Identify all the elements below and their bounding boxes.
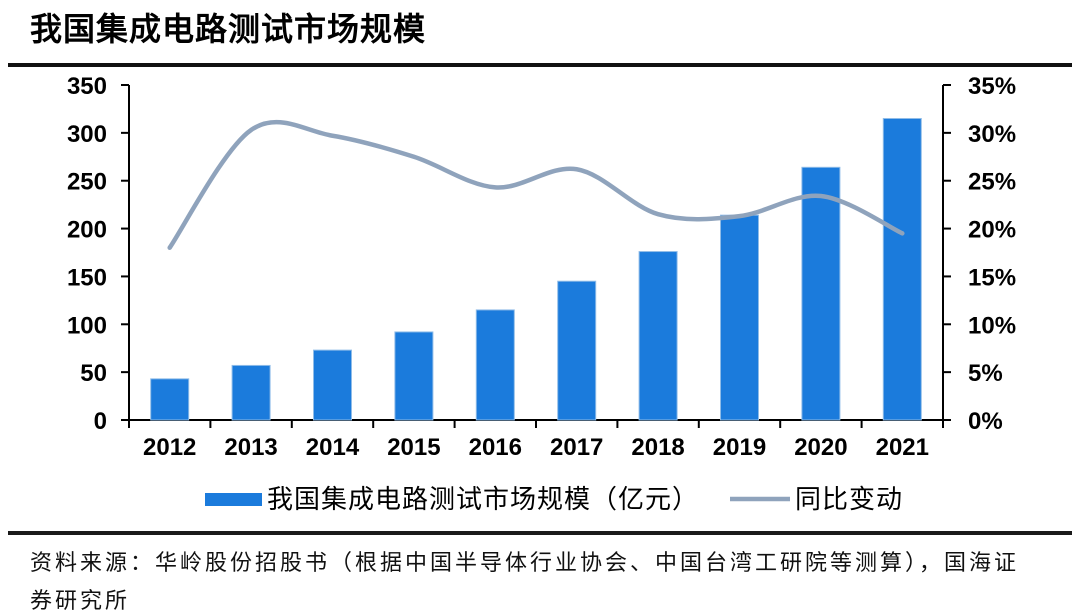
bar-2020 xyxy=(801,166,841,421)
x-tick-label-2021: 2021 xyxy=(876,434,929,461)
bar-2016 xyxy=(475,309,515,421)
x-tick-label-2019: 2019 xyxy=(713,434,766,461)
source-note: 资料来源：华岭股份招股书（根据中国半导体行业协会、中国台湾工研院等测算），国海证… xyxy=(30,544,1060,616)
title-divider xyxy=(8,63,1072,67)
y-left-tick-label: 300 xyxy=(67,121,107,148)
y-right-tick-label: 25% xyxy=(968,169,1016,196)
source-line-1: 资料来源：华岭股份招股书（根据中国半导体行业协会、中国台湾工研院等测算），国海证 xyxy=(30,550,1020,575)
bar-2021 xyxy=(882,118,922,421)
y-right-tick-label: 20% xyxy=(968,217,1016,244)
bar-2018 xyxy=(638,251,678,421)
legend-bar-swatch xyxy=(205,493,262,506)
x-tick-label-2020: 2020 xyxy=(794,434,847,461)
bar-2013 xyxy=(231,364,271,421)
y-right-tick-label: 0% xyxy=(968,408,1003,435)
x-tick-label-2013: 2013 xyxy=(224,434,277,461)
y-right-tick-label: 10% xyxy=(968,312,1016,339)
source-line-2: 券研究所 xyxy=(30,588,131,613)
x-tick-label-2018: 2018 xyxy=(631,434,684,461)
y-right-tick-label: 35% xyxy=(968,73,1016,100)
legend-bar-label: 我国集成电路测试市场规模（亿元） xyxy=(267,485,699,514)
y-left-tick-label: 50 xyxy=(80,360,107,387)
legend-line-label: 同比变动 xyxy=(795,485,903,514)
x-tick-label-2015: 2015 xyxy=(387,434,440,461)
x-tick-label-2017: 2017 xyxy=(550,434,603,461)
bar-2012 xyxy=(150,378,190,421)
y-right-tick-label: 5% xyxy=(968,360,1003,387)
bar-2017 xyxy=(557,280,597,421)
x-tick-label-2012: 2012 xyxy=(143,434,196,461)
x-tick-label-2014: 2014 xyxy=(306,434,360,461)
x-tick-label-2016: 2016 xyxy=(469,434,522,461)
y-left-tick-label: 100 xyxy=(67,312,107,339)
y-left-tick-label: 150 xyxy=(67,264,107,291)
y-right-tick-label: 30% xyxy=(968,121,1016,148)
y-left-tick-label: 250 xyxy=(67,169,107,196)
source-divider xyxy=(8,531,1072,535)
bar-2019 xyxy=(720,214,759,421)
y-left-tick-label: 200 xyxy=(67,217,107,244)
bar-2015 xyxy=(394,331,434,421)
figure-title: 我国集成电路测试市场规模 xyxy=(30,11,427,47)
market-size-combo-chart: 0 50 100 150 200 250 300 350 0% 5% 10% 15% 20% 25% 30%… xyxy=(67,73,1016,514)
bar-2014 xyxy=(313,349,352,421)
growth-line xyxy=(167,119,905,250)
y-left-tick-label: 350 xyxy=(67,73,107,100)
y-left-tick-label: 0 xyxy=(94,408,107,435)
y-right-tick-label: 15% xyxy=(968,264,1016,291)
